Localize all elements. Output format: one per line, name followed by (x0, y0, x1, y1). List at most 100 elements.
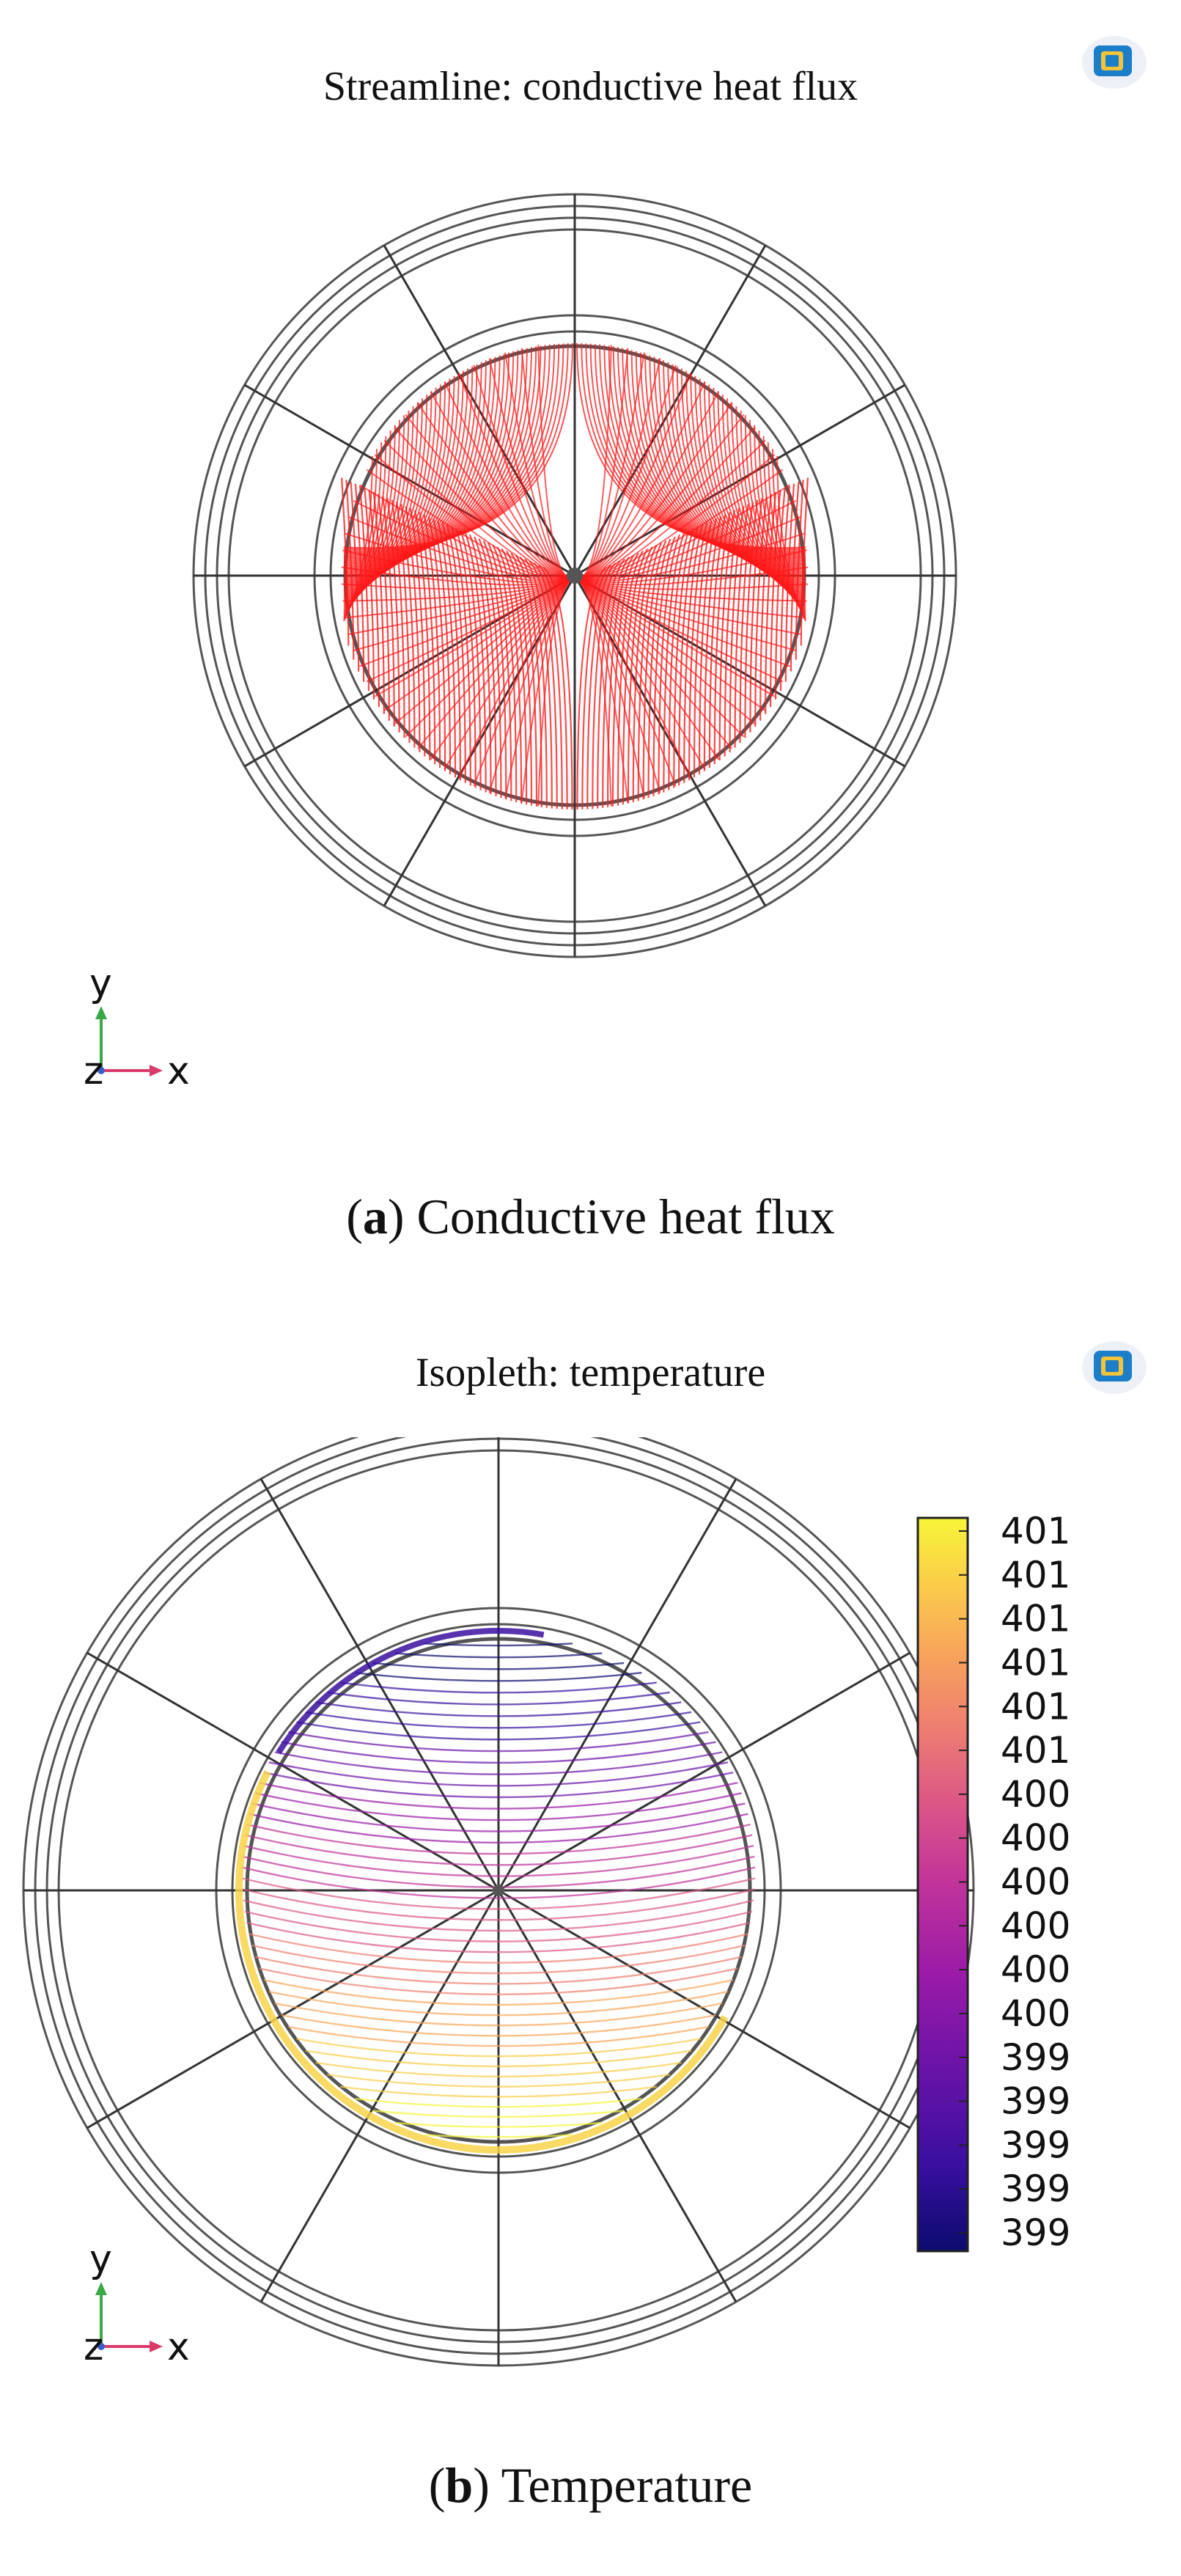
isopleth-line (372, 1662, 625, 1670)
colorbar-tick-label: 401 (1001, 1685, 1070, 1728)
isopleth-line (394, 2121, 603, 2128)
isopleth-line (251, 1944, 746, 1975)
isopleth-diagram (22, 1437, 975, 2367)
streamline (359, 485, 370, 691)
heat-flux-streamlines (341, 342, 809, 810)
isopleth-line (315, 2061, 682, 2078)
streamline (396, 502, 411, 744)
colorbar-tick-label: 399 (1001, 2212, 1070, 2254)
caption-b: (b) Temperature (428, 2457, 753, 2513)
streamline (617, 550, 644, 806)
streamline (622, 548, 649, 805)
spoke-line (260, 1478, 500, 1891)
colorbar-tick-label: 401 (1001, 1554, 1070, 1596)
spoke-line (243, 384, 575, 577)
spoke-line (574, 384, 906, 577)
streamline (343, 356, 496, 577)
isopleth-line (372, 2110, 625, 2118)
colorbar-tick-labels: 4014014014014014014004004004004004003993… (959, 1511, 1070, 2254)
streamline (343, 355, 501, 575)
isopleth-line (259, 1967, 738, 1995)
spoke-line (498, 1889, 910, 2129)
isopleth-line (241, 1866, 756, 1899)
isopleth-line (305, 2050, 692, 2068)
streamline (749, 498, 763, 733)
streamline (343, 346, 537, 562)
center-node (493, 1885, 504, 1896)
streamline-diagram (192, 193, 957, 958)
isopleth-line (288, 1731, 709, 1753)
streamline (368, 490, 380, 708)
colorbar-tick-label: 399 (1001, 2080, 1070, 2123)
geometry-frame (22, 1437, 975, 2367)
plot-title-a: Streamline: conductive heat flux (323, 64, 858, 109)
streamline (343, 352, 509, 572)
isopleth-line (296, 1721, 701, 1741)
caption-text: Temperature (489, 2457, 753, 2513)
spoke-line (498, 1651, 910, 1892)
colorbar-tick-label: 400 (1001, 1817, 1070, 1860)
streamline (460, 530, 482, 790)
isopleth-line (246, 1921, 751, 1953)
streamline (505, 550, 533, 806)
isopleth-rim-cold (236, 1628, 761, 2153)
isopleth-line (244, 1910, 753, 1942)
colorbar-tick-label: 400 (1001, 1948, 1070, 1991)
isopleth-line (424, 2134, 573, 2138)
colorbar-gradient (916, 1516, 969, 2253)
temperature-isopleths (235, 1627, 762, 2154)
caption-letter: b (445, 2457, 474, 2513)
spoke-line (87, 1889, 499, 2129)
colorbar-tick-label: 400 (1001, 1904, 1070, 1947)
panel-b: Isopleth: temperature (0, 1291, 1181, 2576)
streamline (501, 548, 528, 805)
isopleth-line (327, 1691, 670, 1706)
isopleth-line (274, 2002, 723, 2027)
axis-label-x: x (167, 1049, 190, 1093)
plot-title-b: Isopleth: temperature (415, 1350, 766, 1395)
isopleth-line (242, 1888, 755, 1921)
isopleth-line (355, 2097, 642, 2108)
isopleth-line (340, 1681, 657, 1694)
streamline (478, 538, 502, 799)
streamline (627, 546, 653, 804)
isopleth-line (249, 1933, 748, 1964)
isopleth-line (241, 1877, 756, 1910)
streamline (378, 493, 390, 721)
colorbar-tick-label: 401 (1001, 1641, 1070, 1684)
axis-label-y: y (89, 961, 112, 1005)
isopleth-line (243, 1844, 754, 1877)
comsol-app-icon (1082, 36, 1147, 89)
streamline (611, 552, 639, 807)
isopleth-line (296, 2038, 701, 2058)
streamline (678, 526, 699, 786)
colorbar-tick-label: 400 (1001, 1773, 1070, 1816)
streamline (364, 488, 375, 700)
streamline (668, 530, 690, 790)
axis-label-x: x (167, 2325, 190, 2369)
isopleth-line (244, 1834, 753, 1866)
isopleth-line (305, 1711, 692, 1729)
streamline (759, 493, 772, 721)
streamline (343, 347, 532, 563)
isopleth-line (243, 1899, 754, 1932)
streamline (386, 498, 400, 733)
isopleth-line (268, 1761, 729, 1787)
isopleth-line (268, 1990, 729, 2017)
streamline (739, 502, 754, 744)
streamline (343, 342, 573, 549)
isopleth-line (263, 1772, 734, 1799)
spoke-line (260, 1890, 500, 2302)
streamline (343, 351, 515, 570)
streamline (779, 485, 790, 691)
axis-triad-a: y z x (84, 961, 190, 1093)
colorbar-tick-label: 401 (1001, 1511, 1070, 1552)
comsol-app-icon (1082, 1341, 1147, 1394)
streamline (382, 496, 395, 727)
isopleth-line (327, 2074, 670, 2088)
axis-label-z: z (84, 1049, 103, 1093)
isopleth-line (259, 1782, 738, 1810)
axis-label-y: y (89, 2237, 112, 2281)
streamline (343, 345, 546, 558)
isopleth-rim-hot (235, 1627, 762, 2154)
